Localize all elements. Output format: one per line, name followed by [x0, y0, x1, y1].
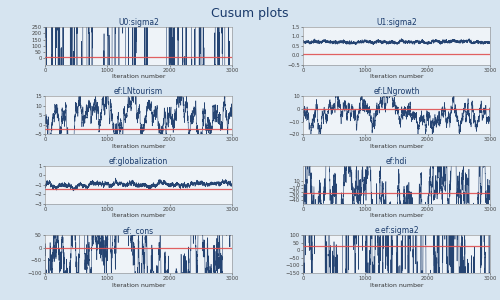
Title: ef:LNgrowth: ef:LNgrowth [374, 87, 420, 96]
X-axis label: Iteration number: Iteration number [112, 144, 165, 148]
Title: e.ef:sigma2: e.ef:sigma2 [374, 226, 419, 236]
Title: ef:globalization: ef:globalization [109, 157, 168, 166]
Title: ef:_cons: ef:_cons [123, 226, 154, 236]
X-axis label: Iteration number: Iteration number [112, 74, 165, 79]
X-axis label: Iteration number: Iteration number [112, 283, 165, 288]
Title: ef:LNtourism: ef:LNtourism [114, 87, 163, 96]
X-axis label: Iteration number: Iteration number [370, 213, 424, 218]
X-axis label: Iteration number: Iteration number [370, 74, 424, 79]
Text: Cusum plots: Cusum plots [211, 8, 289, 20]
X-axis label: Iteration number: Iteration number [112, 213, 165, 218]
Title: ef:hdi: ef:hdi [386, 157, 407, 166]
Title: U1:sigma2: U1:sigma2 [376, 18, 417, 27]
X-axis label: Iteration number: Iteration number [370, 283, 424, 288]
X-axis label: Iteration number: Iteration number [370, 144, 424, 148]
Title: U0:sigma2: U0:sigma2 [118, 18, 159, 27]
